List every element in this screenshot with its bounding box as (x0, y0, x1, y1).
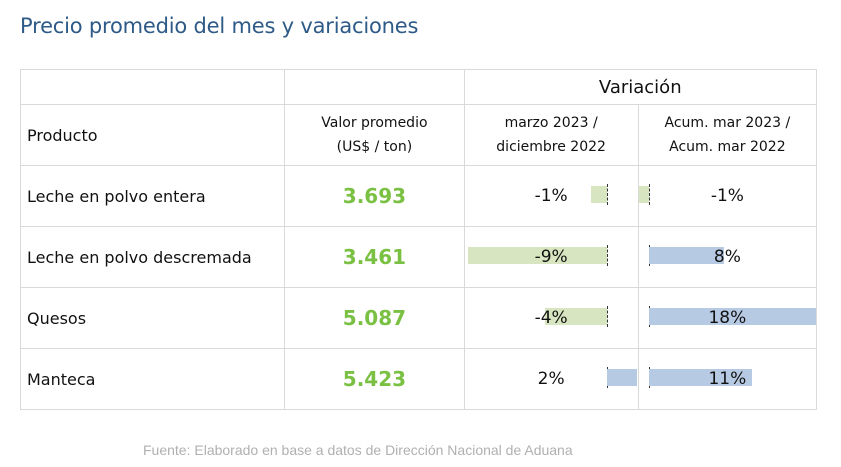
var-mes-cell: -4% (463, 287, 639, 349)
var-acum-header-line1: Acum. mar 2023 / (664, 115, 791, 131)
var-acum-cell: 18% (637, 287, 818, 349)
var-mes-header: marzo 2023 / diciembre 2022 (463, 104, 639, 166)
price-table: Variación Producto Valor promedio (US$ /… (19, 69, 818, 410)
table-row: Quesos 5.087 -4% 18% (19, 287, 818, 349)
average-value: 5.087 (284, 287, 465, 349)
var-acum-label: 18% (708, 308, 747, 328)
header-row: Producto Valor promedio (US$ / ton) marz… (19, 104, 818, 166)
chart-title: Precio promedio del mes y variaciones (20, 14, 419, 38)
product-name: Manteca (19, 348, 286, 410)
average-value: 5.423 (284, 348, 465, 410)
var-acum-header-line2: Acum. mar 2022 (669, 139, 786, 155)
source-note: Fuente: Elaborado en base a datos de Dir… (143, 442, 573, 458)
product-name: Leche en polvo descremada (19, 226, 286, 288)
valor-header-line1: Valor promedio (321, 115, 428, 131)
var-mes-cell: -1% (463, 165, 639, 227)
var-mes-bar (544, 308, 607, 325)
table-row: Leche en polvo descremada 3.461 -9% 8% (19, 226, 818, 288)
var-mes-bar (467, 247, 607, 264)
average-value: 3.461 (284, 226, 465, 288)
var-acum-label: 11% (708, 369, 747, 389)
valor-header-line2: (US$ / ton) (336, 139, 413, 155)
var-acum-header: Acum. mar 2023 / Acum. mar 2022 (637, 104, 818, 166)
variacion-header: Variación (463, 69, 818, 105)
var-mes-bar (591, 186, 607, 203)
var-acum-bar (639, 186, 649, 203)
header-empty-cell (19, 69, 286, 105)
var-mes-label: -4% (534, 308, 568, 328)
var-mes-cell: -9% (463, 226, 639, 288)
var-mes-axis (606, 245, 608, 266)
var-mes-axis (606, 184, 608, 205)
product-name: Leche en polvo entera (19, 165, 286, 227)
var-acum-bar (648, 308, 816, 325)
header-empty-cell (284, 69, 465, 105)
var-acum-label: -1% (710, 186, 744, 206)
var-mes-label: -9% (534, 247, 568, 267)
var-mes-axis (606, 306, 608, 327)
var-acum-bar (648, 247, 724, 264)
var-acum-axis (648, 184, 650, 205)
var-mes-header-line1: marzo 2023 / (504, 115, 598, 131)
table-row: Leche en polvo entera 3.693 -1% -1% (19, 165, 818, 227)
var-acum-bar (648, 369, 753, 386)
var-mes-label: 2% (537, 369, 565, 389)
var-mes-header-line2: diciembre 2022 (496, 139, 606, 155)
valor-header: Valor promedio (US$ / ton) (284, 104, 465, 166)
var-mes-cell: 2% (463, 348, 639, 410)
var-mes-bar (606, 369, 638, 386)
var-acum-cell: 11% (637, 348, 818, 410)
var-acum-label: 8% (713, 247, 741, 267)
average-value: 3.693 (284, 165, 465, 227)
var-acum-cell: 8% (637, 226, 818, 288)
var-mes-label: -1% (534, 186, 568, 206)
product-name: Quesos (19, 287, 286, 349)
header-row-top: Variación (19, 69, 818, 105)
var-acum-cell: -1% (637, 165, 818, 227)
table-row: Manteca 5.423 2% 11% (19, 348, 818, 410)
producto-header: Producto (19, 104, 286, 166)
